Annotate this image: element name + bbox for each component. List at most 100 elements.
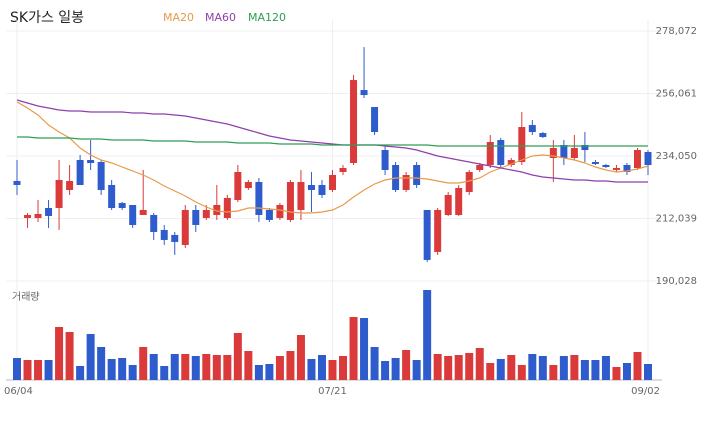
volume-bar [181, 354, 190, 380]
candle-body [150, 214, 158, 232]
y-tick-label: 190,028 [656, 276, 697, 287]
candle-body [360, 90, 368, 96]
candle-body [66, 180, 74, 190]
volume-bar [633, 352, 642, 380]
candle-body [34, 213, 42, 218]
volume-label: 거래량 [12, 291, 40, 303]
volume-bar [160, 366, 169, 380]
candle-body [139, 209, 147, 215]
y-tick-label: 212,039 [656, 214, 697, 225]
volume-bar [65, 332, 74, 380]
volume-bar [549, 365, 558, 380]
candle-body [244, 181, 252, 188]
volume-bar [644, 364, 652, 380]
candle-body [45, 207, 53, 216]
candle-body [581, 145, 589, 151]
candle-body [171, 234, 179, 242]
candle-body [486, 142, 494, 166]
volume-bar [170, 354, 179, 380]
candle-body [623, 165, 631, 172]
candle-body [192, 209, 200, 225]
candle-body [265, 209, 273, 220]
volume-bar [612, 367, 621, 380]
volume-bar [570, 355, 579, 380]
candle-body [318, 184, 326, 195]
x-tick-label: 07/21 [318, 386, 347, 397]
volume-bar [139, 347, 148, 380]
ma-line [16, 99, 648, 183]
chart-title: SK가스 일봉 [10, 10, 84, 26]
candle-body [76, 160, 84, 185]
volume-bar [528, 354, 537, 380]
volume-bar [591, 360, 600, 380]
candle-body [444, 194, 452, 215]
volume-bar [13, 358, 21, 380]
candle-body [297, 181, 305, 210]
candle-body [465, 171, 473, 192]
volume-bar [402, 350, 411, 380]
candle-body [97, 162, 105, 190]
volume-bar [360, 318, 369, 380]
y-tick-label: 256,061 [656, 89, 697, 100]
volume-bar [233, 333, 242, 380]
candle-body [455, 187, 463, 215]
candle-body [497, 140, 505, 166]
x-tick-label: 06/04 [4, 386, 33, 397]
volume-bar [496, 359, 505, 380]
candle-body [423, 209, 431, 260]
candle-body [276, 204, 284, 218]
volume-bar [296, 335, 305, 380]
volume-bar [254, 365, 263, 380]
candle-body [633, 150, 641, 168]
candle-body [539, 133, 547, 138]
candle-body [339, 167, 347, 172]
candle-body [160, 229, 168, 240]
ma-line [17, 136, 648, 147]
legend-label: MA20 [163, 11, 194, 24]
volume-bar [412, 360, 421, 380]
candle-body [434, 209, 442, 252]
candle-body [350, 80, 358, 164]
candle-body [13, 180, 21, 185]
volume-bar [507, 355, 516, 380]
volume-bar [86, 334, 95, 380]
volume-bar [202, 354, 211, 380]
candle-body [255, 181, 263, 215]
volume-bar [76, 366, 85, 380]
candle-body [602, 165, 610, 168]
volume-bar [149, 354, 158, 380]
volume-bar [433, 354, 442, 380]
candle-body [644, 152, 652, 166]
volume-bar [444, 356, 453, 380]
volume-bar [454, 355, 463, 380]
candle-body [87, 160, 95, 164]
candle-body [612, 167, 620, 170]
volume-bar [317, 355, 326, 380]
candle-body [413, 165, 421, 185]
candle-body [476, 165, 484, 170]
candle-body [129, 204, 137, 225]
volume-bar [307, 359, 316, 380]
candle-body [518, 127, 526, 163]
volume-bar [97, 347, 106, 380]
volume-bar [23, 360, 32, 380]
volume-bar [107, 359, 116, 380]
candle-body [507, 160, 515, 166]
candle-body [55, 179, 63, 208]
volume-bar [538, 356, 547, 380]
volume-bar [423, 290, 432, 380]
volume-bar [191, 356, 200, 380]
candle-body [108, 184, 116, 208]
candle-body [202, 209, 210, 218]
volume-bar [475, 348, 484, 380]
volume-bar [622, 363, 631, 380]
volume-bar [328, 360, 337, 380]
candle-body [329, 174, 336, 190]
legend-label: MA60 [205, 11, 236, 24]
candle-body [181, 209, 189, 245]
candle-body [528, 125, 536, 133]
legend-label: MA120 [248, 11, 286, 24]
candle-body [24, 214, 32, 218]
volume-bar [34, 360, 43, 380]
